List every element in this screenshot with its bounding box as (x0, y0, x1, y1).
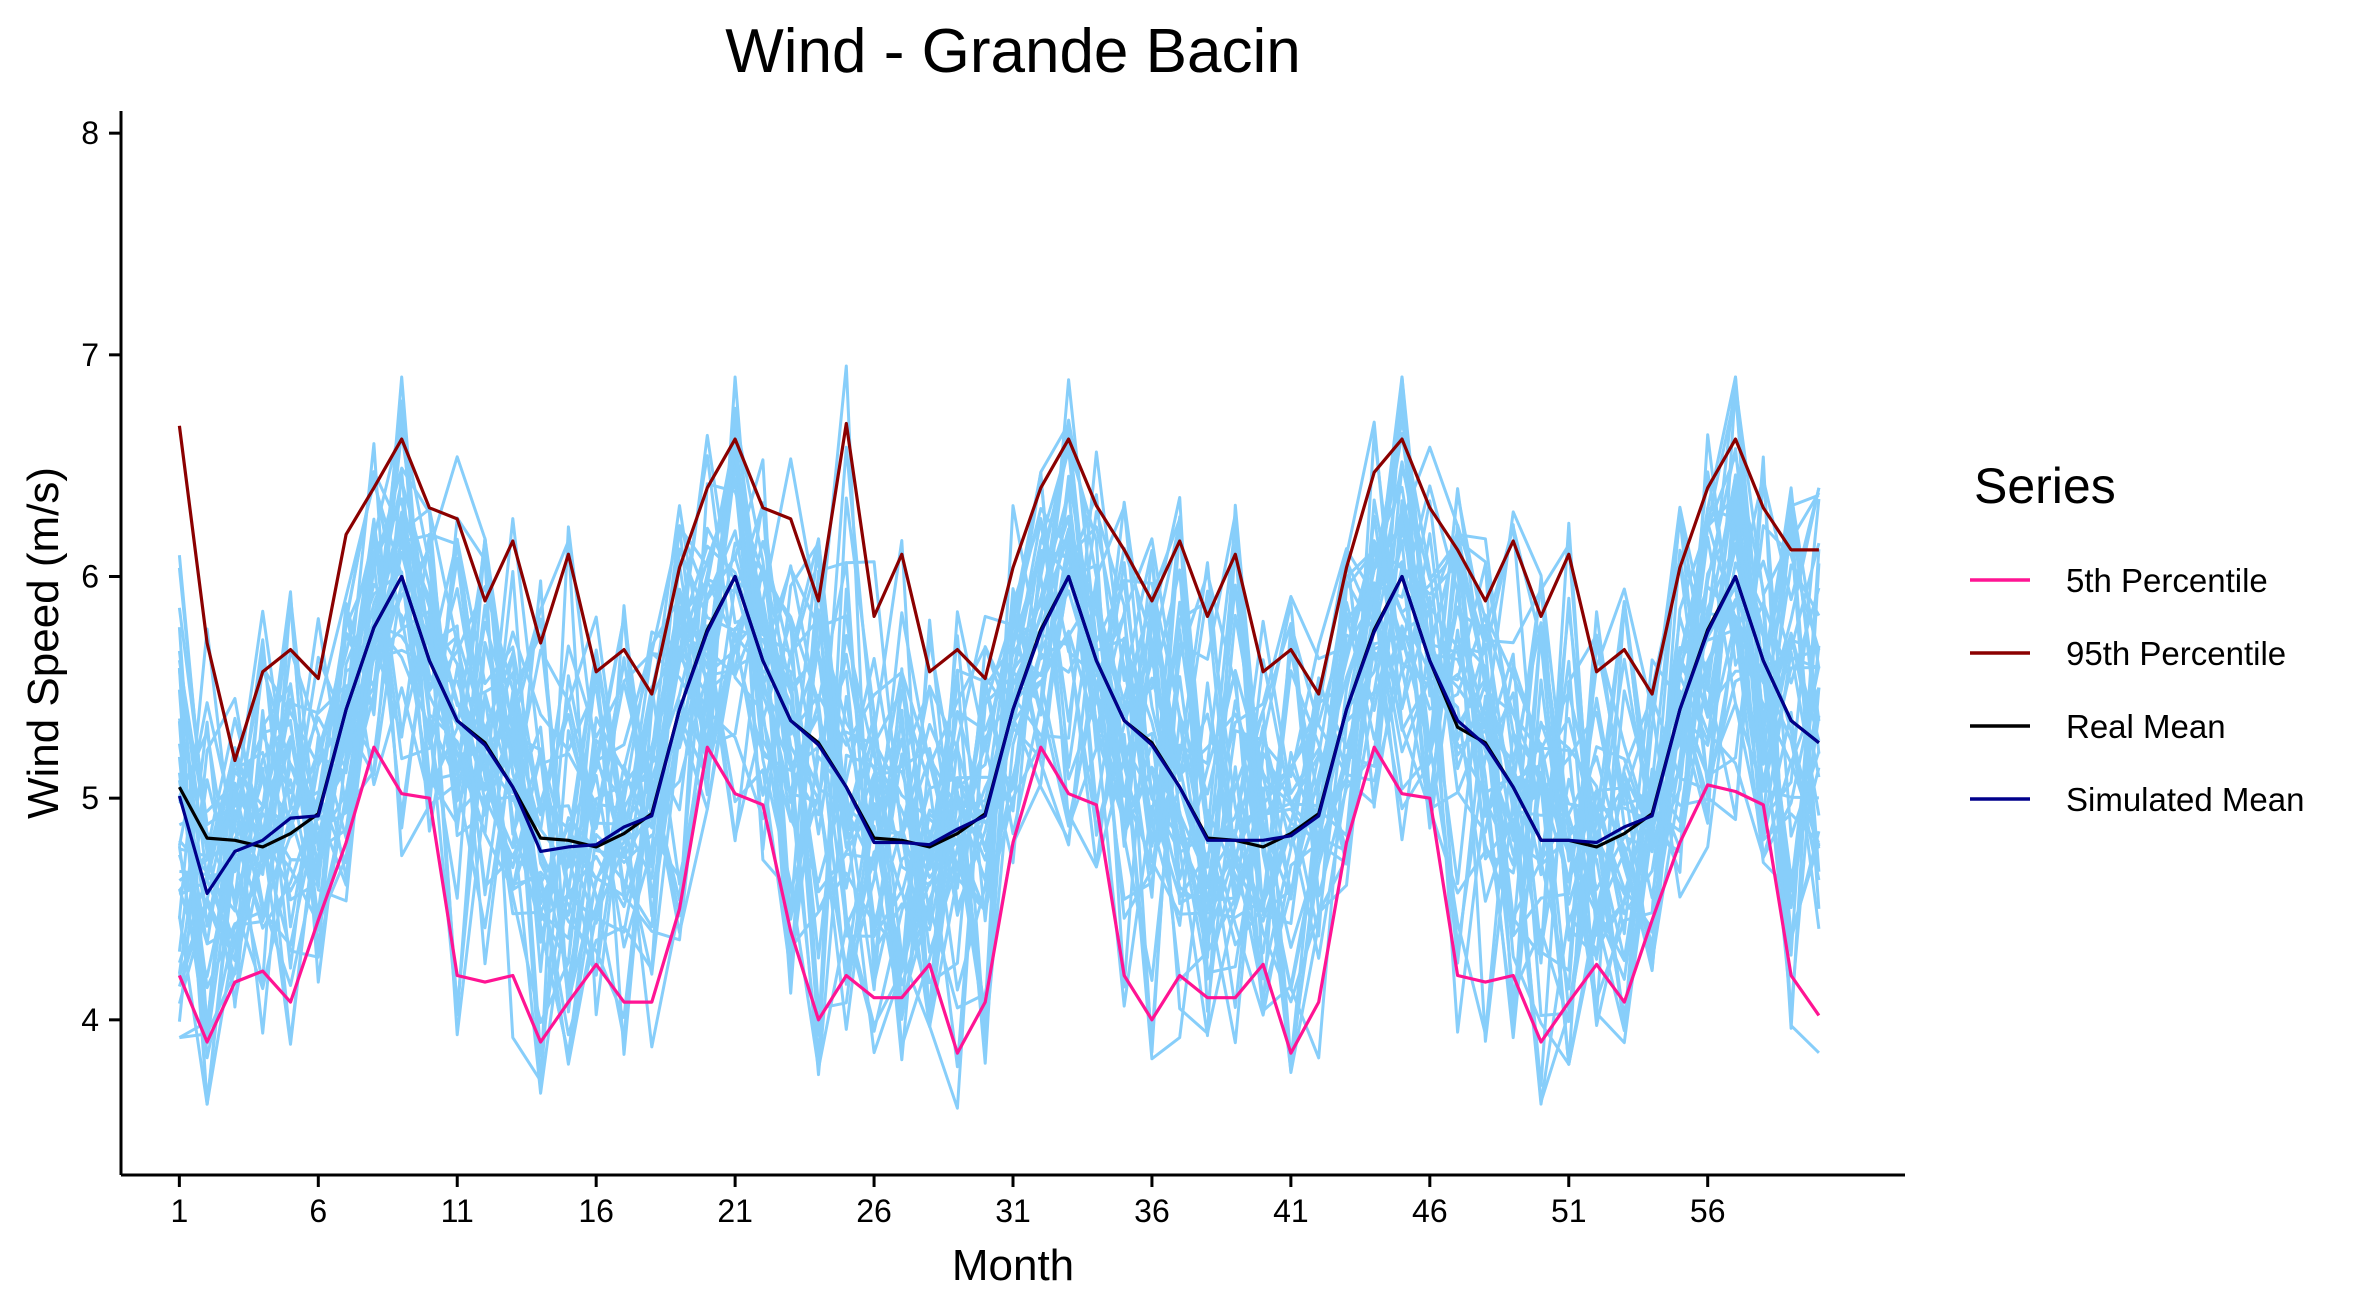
x-tick-label: 41 (1273, 1193, 1309, 1229)
p5-line (177, 745, 1821, 1055)
x-tick-label: 31 (995, 1193, 1031, 1229)
legend-items: 5th Percentile 95th Percentile Real Mean Si… (1970, 562, 2304, 818)
p95-line (177, 421, 1819, 763)
y-tick-label: 5 (81, 780, 99, 816)
y-axis-title: Wind Speed (m/s) (19, 467, 68, 819)
simulation-run-line (177, 384, 1821, 1059)
y-tick-label: 6 (81, 559, 99, 595)
legend-label: 5th Percentile (2066, 562, 2268, 599)
legend-label: Real Mean (2066, 708, 2226, 745)
x-tick-label: 21 (717, 1193, 753, 1229)
x-tick-label: 1 (170, 1193, 188, 1229)
x-ticks: 1 6 11 16 21 26 31 36 41 46 51 56 (170, 1175, 1726, 1229)
legend: Series 5th Percentile 95th Percentile Real… (1970, 458, 2304, 818)
chart-title: Wind - Grande Bacin (725, 17, 1300, 86)
simulation-run-line (178, 375, 1821, 1054)
x-axis-title: Month (952, 1241, 1074, 1290)
simulation-run-line (177, 422, 1820, 1057)
legend-label: Simulated Mean (2066, 781, 2304, 818)
simulated-mean-line (177, 574, 1820, 896)
summary-series (177, 421, 1821, 1055)
x-tick-label: 16 (578, 1193, 614, 1229)
x-tick-label: 11 (441, 1193, 474, 1229)
y-ticks: 4 5 6 7 8 (81, 115, 121, 1038)
simulation-run-line (177, 391, 1821, 1045)
y-tick-label: 7 (81, 337, 99, 373)
x-tick-label: 6 (309, 1193, 327, 1229)
simulation-run-line (178, 521, 1821, 1110)
legend-label: 95th Percentile (2066, 635, 2286, 672)
x-tick-label: 26 (856, 1193, 892, 1229)
y-tick-label: 4 (81, 1002, 99, 1038)
x-tick-label: 51 (1551, 1193, 1587, 1229)
x-tick-label: 46 (1412, 1193, 1448, 1229)
x-tick-label: 56 (1690, 1193, 1726, 1229)
x-tick-label: 36 (1134, 1193, 1170, 1229)
simulation-run-line (177, 432, 1819, 1028)
simulation-run-line (177, 484, 1821, 1069)
y-tick-label: 8 (81, 115, 99, 151)
legend-title: Series (1974, 458, 2116, 514)
